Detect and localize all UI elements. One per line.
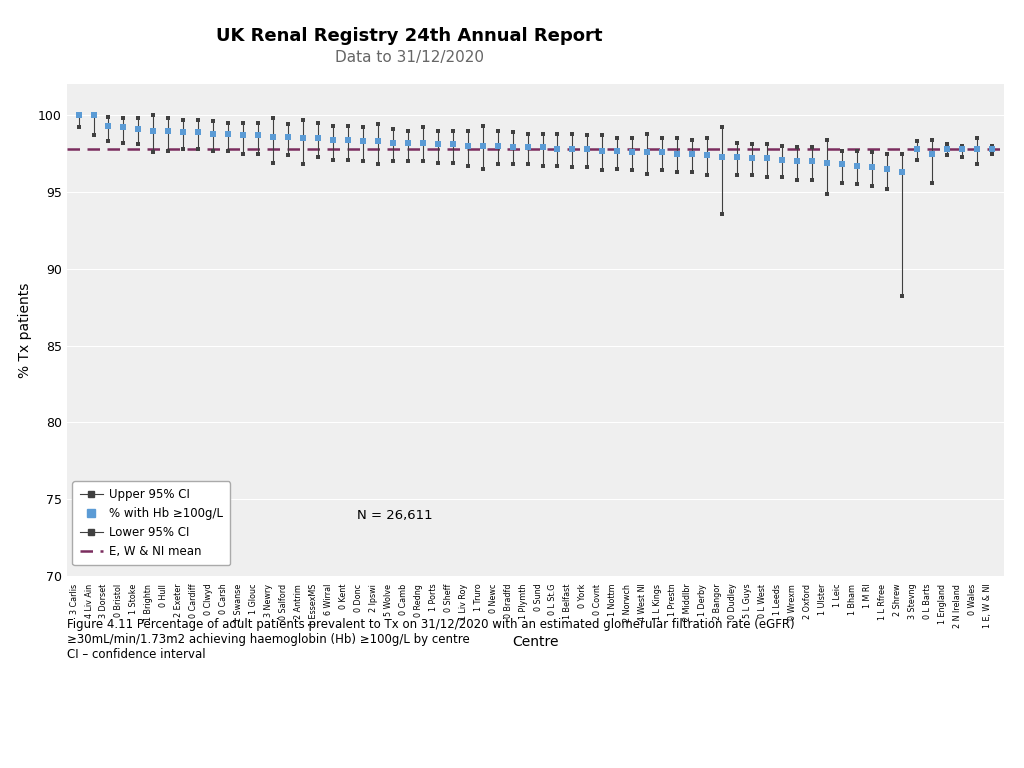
Point xyxy=(505,141,521,154)
Point xyxy=(354,135,371,147)
Point xyxy=(325,134,341,146)
Point xyxy=(849,160,865,172)
Point xyxy=(190,126,207,138)
Point xyxy=(340,134,356,146)
Point xyxy=(714,151,730,163)
Point xyxy=(938,143,954,155)
Point xyxy=(609,144,626,157)
Point xyxy=(250,129,266,141)
Point xyxy=(924,147,940,160)
Point xyxy=(834,158,850,170)
Point xyxy=(474,140,490,152)
Point xyxy=(295,132,311,144)
Text: UK Renal Registry 24th Annual Report: UK Renal Registry 24th Annual Report xyxy=(216,27,603,45)
Point xyxy=(908,143,925,155)
Point xyxy=(370,135,386,147)
Text: Figure 4.11 Percentage of adult patients prevalent to Tx on 31/12/2020 with an e: Figure 4.11 Percentage of adult patients… xyxy=(67,618,795,661)
Point xyxy=(983,143,999,155)
Y-axis label: % Tx patients: % Tx patients xyxy=(18,283,33,378)
Point xyxy=(863,161,880,174)
Point xyxy=(774,154,791,166)
Point xyxy=(804,155,820,167)
Point xyxy=(220,127,237,140)
Point xyxy=(535,141,551,154)
Point xyxy=(894,166,910,178)
Point xyxy=(100,120,117,132)
Point xyxy=(130,123,146,135)
Point xyxy=(399,137,416,149)
Point xyxy=(71,109,87,121)
Point xyxy=(969,143,985,155)
Point xyxy=(654,146,671,158)
Text: Data to 31/12/2020: Data to 31/12/2020 xyxy=(335,50,484,65)
Point xyxy=(639,146,655,158)
Point xyxy=(385,137,401,149)
Point xyxy=(265,131,282,143)
Point xyxy=(444,138,461,151)
Point xyxy=(759,152,775,164)
Point xyxy=(280,131,296,143)
Point xyxy=(85,109,101,121)
Point xyxy=(415,137,431,149)
Point xyxy=(594,144,610,157)
Point xyxy=(116,121,132,134)
Point xyxy=(625,146,641,158)
Point xyxy=(429,138,445,151)
Point xyxy=(788,155,805,167)
Point xyxy=(879,163,895,175)
Point xyxy=(160,124,176,137)
Point xyxy=(175,126,191,138)
Point xyxy=(519,141,536,154)
Text: N = 26,611: N = 26,611 xyxy=(357,509,433,522)
Point xyxy=(819,157,836,169)
Point xyxy=(205,127,221,140)
Point xyxy=(743,152,760,164)
Point xyxy=(549,143,565,155)
Point xyxy=(669,147,685,160)
Point xyxy=(699,149,716,161)
Point xyxy=(564,143,581,155)
Point xyxy=(145,124,162,137)
Point xyxy=(580,143,596,155)
X-axis label: Centre: Centre xyxy=(512,635,558,649)
Point xyxy=(729,151,745,163)
Point xyxy=(460,140,476,152)
Point xyxy=(234,129,251,141)
Point xyxy=(310,132,327,144)
Legend: Upper 95% CI, % with Hb ≥100g/L, Lower 95% CI, E, W & NI mean: Upper 95% CI, % with Hb ≥100g/L, Lower 9… xyxy=(73,482,230,565)
Point xyxy=(953,143,970,155)
Point xyxy=(489,140,506,152)
Point xyxy=(684,147,700,160)
